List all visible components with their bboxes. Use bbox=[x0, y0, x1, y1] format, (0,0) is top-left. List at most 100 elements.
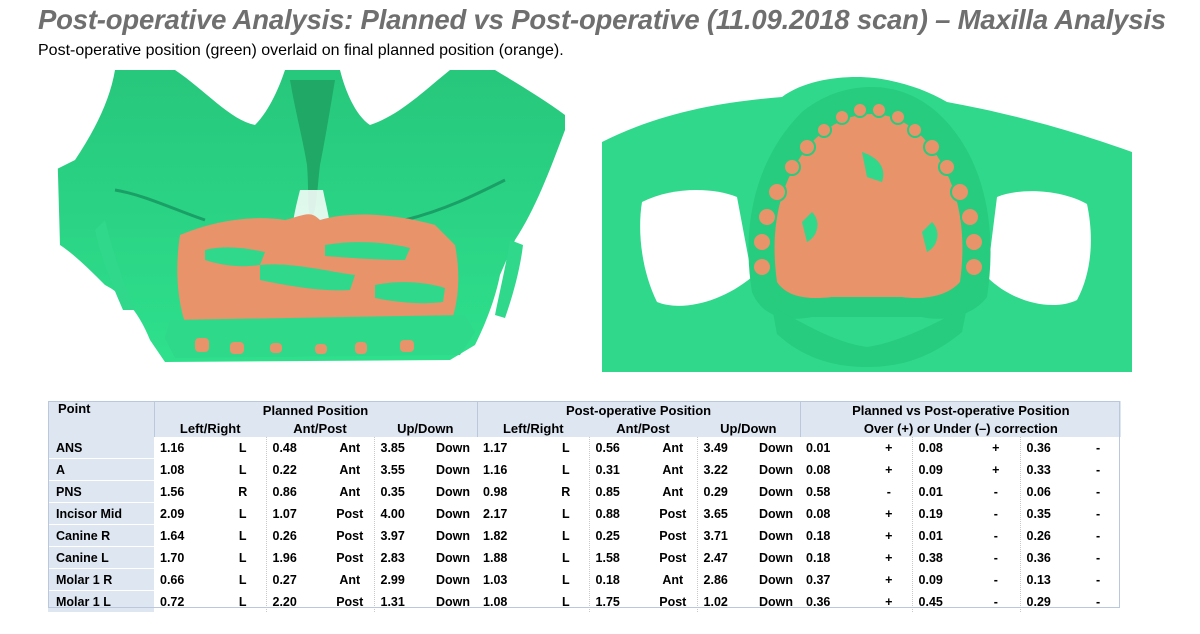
header-postop-position: Post-operative Position bbox=[476, 401, 801, 419]
postop-direction: Post bbox=[649, 546, 698, 569]
difference-sign: + bbox=[866, 502, 913, 525]
planned-value: 4.00 bbox=[380, 506, 405, 521]
postop-direction: Down bbox=[759, 594, 794, 609]
difference-value: 0.36 bbox=[1026, 440, 1051, 455]
row-point-label: Incisor Mid bbox=[48, 502, 154, 525]
planned-value: 1.31 bbox=[380, 594, 405, 609]
row-point-label: ANS bbox=[48, 437, 154, 459]
planned-direction: Down bbox=[436, 594, 471, 609]
postop-direction: Ant bbox=[649, 437, 698, 459]
postop-direction: Down bbox=[759, 572, 794, 587]
row-point-label: Molar 1 R bbox=[48, 568, 154, 591]
planned-value: 0.72 bbox=[160, 594, 185, 609]
planned-direction: L bbox=[220, 568, 267, 591]
subheader-postop-left-right: Left/Right bbox=[476, 419, 590, 437]
planned-direction: Down bbox=[436, 550, 471, 565]
planned-value: 1.16 bbox=[160, 440, 185, 455]
table-row: Canine R 1.64 L 0.26 Post 3.97 Down 1.82 L 0.25 Po… bbox=[48, 524, 1122, 547]
difference-value: 0.08 bbox=[806, 462, 831, 477]
difference-value: 0.38 bbox=[918, 550, 943, 565]
difference-value: 0.58 bbox=[806, 484, 831, 499]
difference-value: 0.13 bbox=[1026, 572, 1051, 587]
difference-sign: + bbox=[866, 524, 913, 547]
difference-sign: + bbox=[866, 546, 913, 569]
postop-direction: Down bbox=[759, 506, 794, 521]
planned-value: 0.48 bbox=[272, 440, 297, 455]
difference-value: 0.19 bbox=[918, 506, 943, 521]
postop-value: 0.88 bbox=[595, 506, 620, 521]
planned-direction: Post bbox=[326, 546, 375, 569]
postop-value: 1.02 bbox=[703, 594, 728, 609]
table-row: Incisor Mid 2.09 L 1.07 Post 4.00 Down 2.17 L 0.8… bbox=[48, 502, 1122, 525]
difference-value: 0.26 bbox=[1026, 528, 1051, 543]
difference-value: 0.09 bbox=[918, 462, 943, 477]
postop-value: 3.22 bbox=[703, 462, 728, 477]
planned-value: 2.83 bbox=[380, 550, 405, 565]
header-planned-position: Planned Position bbox=[153, 401, 478, 419]
postop-value: 1.82 bbox=[483, 528, 508, 543]
planned-direction: Down bbox=[436, 572, 471, 587]
difference-value: 0.08 bbox=[918, 440, 943, 455]
planned-direction: Down bbox=[436, 440, 471, 455]
postop-direction: Down bbox=[759, 484, 794, 499]
row-point-label: Molar 1 L bbox=[48, 590, 154, 613]
planned-value: 0.22 bbox=[272, 462, 297, 477]
difference-value: 0.01 bbox=[918, 484, 943, 499]
postop-direction: L bbox=[543, 458, 590, 481]
planned-value: 2.99 bbox=[380, 572, 405, 587]
planned-direction: L bbox=[220, 437, 267, 459]
planned-direction: Ant bbox=[326, 480, 375, 503]
difference-value: 0.36 bbox=[806, 594, 831, 609]
difference-sign: - bbox=[1095, 594, 1101, 609]
postop-direction: L bbox=[543, 546, 590, 569]
postop-value: 0.29 bbox=[703, 484, 728, 499]
row-point-label: PNS bbox=[48, 480, 154, 503]
difference-sign: - bbox=[972, 480, 1021, 503]
planned-value: 1.07 bbox=[272, 506, 297, 521]
planned-value: 1.56 bbox=[160, 484, 185, 499]
subheader-planned-up-down: Up/Down bbox=[374, 419, 478, 437]
planned-value: 3.85 bbox=[380, 440, 405, 455]
postop-value: 0.25 bbox=[595, 528, 620, 543]
difference-value: 0.18 bbox=[806, 550, 831, 565]
postop-direction: Post bbox=[649, 524, 698, 547]
planned-direction: Ant bbox=[326, 568, 375, 591]
difference-sign: - bbox=[1095, 462, 1101, 477]
table-row: PNS 1.56 R 0.86 Ant 0.35 Down 0.98 R 0.85 Ant 0.29 D… bbox=[48, 480, 1122, 503]
difference-sign: + bbox=[866, 590, 913, 613]
difference-value: 0.33 bbox=[1026, 462, 1051, 477]
postop-value: 3.71 bbox=[703, 528, 728, 543]
postop-direction: Ant bbox=[649, 458, 698, 481]
postop-direction: Post bbox=[649, 502, 698, 525]
row-point-label: Canine L bbox=[48, 546, 154, 569]
difference-sign: - bbox=[1095, 440, 1101, 455]
postop-direction: L bbox=[543, 590, 590, 613]
postop-direction: Ant bbox=[649, 568, 698, 591]
difference-sign: - bbox=[972, 524, 1021, 547]
postop-value: 2.17 bbox=[483, 506, 508, 521]
row-point-label: Canine R bbox=[48, 524, 154, 547]
subheader-postop-up-down: Up/Down bbox=[697, 419, 801, 437]
planned-value: 3.97 bbox=[380, 528, 405, 543]
difference-value: 0.06 bbox=[1026, 484, 1051, 499]
difference-value: 0.18 bbox=[806, 528, 831, 543]
planned-value: 0.86 bbox=[272, 484, 297, 499]
postop-value: 0.31 bbox=[595, 462, 620, 477]
subheader-planned-left-right: Left/Right bbox=[153, 419, 266, 437]
table-row: A 1.08 L 0.22 Ant 3.55 Down 1.16 L 0.31 Ant 3.22 Dow… bbox=[48, 458, 1122, 481]
planned-direction: R bbox=[220, 480, 267, 503]
planned-value: 0.27 bbox=[272, 572, 297, 587]
subheader-correction: Over (+) or Under (–) correction bbox=[799, 419, 1122, 437]
difference-value: 0.08 bbox=[806, 506, 831, 521]
postop-direction: Post bbox=[649, 590, 698, 613]
occlusal-maxilla-render bbox=[602, 77, 1132, 372]
planned-direction: Down bbox=[436, 528, 471, 543]
page-subtitle: Post-operative position (green) overlaid… bbox=[38, 42, 564, 59]
postop-value: 0.98 bbox=[483, 484, 508, 499]
planned-value: 1.96 bbox=[272, 550, 297, 565]
planned-value: 0.66 bbox=[160, 572, 185, 587]
frontal-maxilla-render bbox=[55, 70, 565, 362]
planned-direction: L bbox=[220, 502, 267, 525]
page-title: Post-operative Analysis: Planned vs Post… bbox=[38, 4, 1166, 35]
difference-sign: + bbox=[866, 437, 913, 459]
